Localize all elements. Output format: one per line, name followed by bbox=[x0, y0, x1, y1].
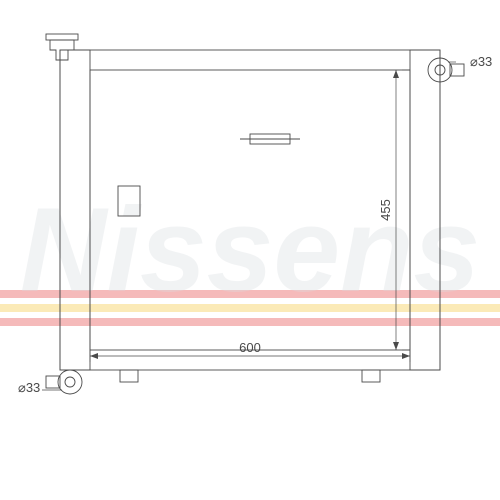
svg-text:600: 600 bbox=[239, 340, 261, 355]
svg-text:455: 455 bbox=[378, 199, 393, 221]
svg-text:⌀33: ⌀33 bbox=[470, 54, 492, 69]
technical-drawing: 600 455 ⌀33 ⌀33 bbox=[0, 0, 500, 500]
diagram-stage: Nissens 600455⌀33⌀33 bbox=[0, 0, 500, 500]
svg-text:⌀33: ⌀33 bbox=[18, 380, 40, 395]
